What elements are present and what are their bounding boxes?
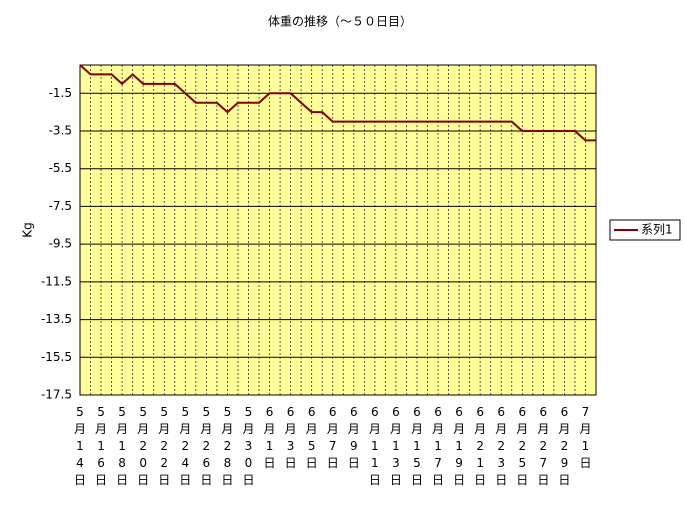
y-tick-label: -9.5 — [49, 237, 72, 251]
y-tick-label: -5.5 — [49, 161, 72, 175]
y-axis-label: Kg — [21, 222, 35, 238]
y-tick-label: -15.5 — [41, 350, 72, 364]
series-line — [79, 64, 596, 142]
y-tick-label: -3.5 — [49, 124, 72, 138]
plot-area — [80, 65, 596, 395]
y-tick-label: -11.5 — [41, 274, 72, 288]
y-tick-label: -17.5 — [41, 388, 72, 402]
y-tick-label: -1.5 — [49, 86, 72, 100]
legend-box — [609, 219, 681, 241]
legend-label: 系列1 — [641, 223, 673, 237]
plot-border — [79, 64, 597, 396]
chart-title: 体重の推移（～５０日目） — [268, 15, 412, 29]
y-tick-label: -7.5 — [49, 199, 72, 213]
y-tick-label: -13.5 — [41, 312, 72, 326]
